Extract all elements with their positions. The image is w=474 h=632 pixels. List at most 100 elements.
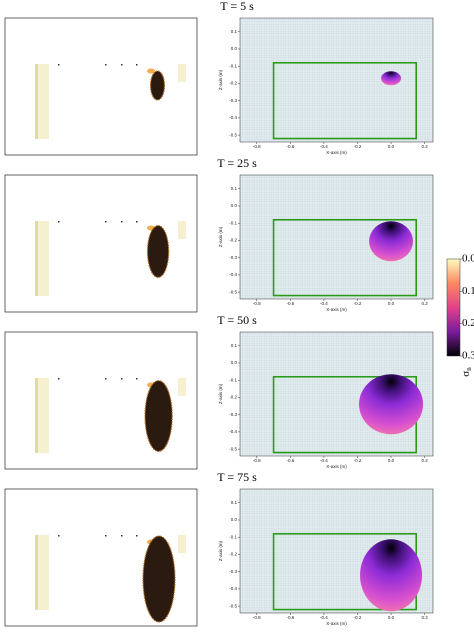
colorbar bbox=[446, 258, 461, 357]
photo-strip bbox=[35, 378, 49, 453]
y-tick-label: 0.0 bbox=[231, 203, 238, 208]
photo-back bbox=[178, 378, 186, 396]
photo-marker bbox=[58, 535, 60, 537]
y-tick-label: -0.1 bbox=[229, 63, 237, 68]
y-tick-label: -0.1 bbox=[229, 534, 237, 539]
x-tick-label: -0.4 bbox=[320, 144, 328, 149]
photo-strip-edge bbox=[35, 535, 38, 610]
photo-strip-edge bbox=[35, 378, 38, 453]
y-tick-label: -0.3 bbox=[229, 412, 237, 417]
x-tick-label: -0.8 bbox=[253, 458, 261, 463]
x-tick-label: 0.2 bbox=[421, 458, 428, 463]
y-axis-label: Z-axis (m) bbox=[218, 383, 223, 404]
x-tick-label: -0.2 bbox=[354, 458, 362, 463]
stress-zone bbox=[359, 374, 424, 435]
x-tick-label: -0.6 bbox=[286, 458, 294, 463]
domain-box bbox=[272, 218, 418, 297]
y-tick-label: -0.4 bbox=[229, 586, 237, 591]
y-tick-label: -0.4 bbox=[229, 272, 237, 277]
colorbar-tick-label: 0.3 bbox=[462, 350, 474, 362]
photo-marker bbox=[58, 378, 60, 380]
x-tick-label: -0.4 bbox=[320, 615, 328, 620]
photo-burn bbox=[147, 225, 169, 278]
y-tick-label: 0.1 bbox=[231, 500, 238, 505]
photo-burn-edge bbox=[144, 380, 173, 453]
y-tick-label: -0.1 bbox=[229, 220, 237, 225]
x-tick-label: -0.8 bbox=[253, 144, 261, 149]
photo-marker bbox=[105, 64, 107, 66]
x-tick-label: 0.0 bbox=[388, 301, 395, 306]
y-tick-label: 0.0 bbox=[231, 517, 238, 522]
y-tick-label: 0.1 bbox=[231, 186, 238, 191]
photo-back bbox=[178, 221, 186, 239]
photo-frame bbox=[4, 17, 198, 156]
photo-strip bbox=[35, 64, 49, 139]
y-tick-label: -0.5 bbox=[229, 603, 237, 608]
photo bbox=[4, 174, 198, 313]
y-axis-label: Z-axis (m) bbox=[218, 226, 223, 247]
photo-marker bbox=[136, 535, 138, 537]
photo bbox=[4, 488, 198, 627]
photo-strip-edge bbox=[35, 221, 38, 296]
photo-marker bbox=[58, 64, 60, 66]
colorbar-tick-label: 0.1 bbox=[462, 285, 474, 297]
photo-marker bbox=[121, 535, 123, 537]
photo-burn bbox=[150, 71, 165, 100]
photo-marker bbox=[136, 221, 138, 223]
y-tick-label: -0.3 bbox=[229, 255, 237, 260]
y-axis-label: Z-axis (m) bbox=[218, 69, 223, 90]
x-tick-label: 0.2 bbox=[421, 144, 428, 149]
photo-marker bbox=[105, 378, 107, 380]
y-axis-label: Z-axis (m) bbox=[218, 540, 223, 561]
photo bbox=[4, 331, 198, 470]
y-tick-label: 0.0 bbox=[231, 46, 238, 51]
stress-zone bbox=[360, 539, 423, 612]
photo-burn-edge bbox=[142, 535, 176, 623]
x-tick-label: -0.8 bbox=[253, 615, 261, 620]
photo-burn bbox=[143, 536, 175, 622]
y-tick-label: -0.4 bbox=[229, 115, 237, 120]
colorbar-tick-label: 0.2 bbox=[462, 317, 474, 329]
y-tick-label: -0.2 bbox=[229, 238, 237, 243]
plot-area bbox=[239, 17, 434, 143]
y-tick-label: -0.5 bbox=[229, 446, 237, 451]
y-tick-label: 0.1 bbox=[231, 29, 238, 34]
colorbar-label: σn bbox=[460, 367, 473, 377]
y-tick-label: -0.4 bbox=[229, 429, 237, 434]
panel-title: T = 75 s bbox=[217, 470, 257, 484]
y-tick-label: -0.5 bbox=[229, 132, 237, 137]
photo-flame bbox=[147, 68, 155, 74]
photo-back bbox=[178, 64, 186, 82]
x-tick-label: 0.2 bbox=[421, 301, 428, 306]
photo-strip-edge bbox=[35, 64, 38, 139]
photo-marker bbox=[121, 221, 123, 223]
domain-box bbox=[272, 61, 418, 140]
x-tick-label: -0.6 bbox=[286, 615, 294, 620]
y-tick-label: -0.5 bbox=[229, 289, 237, 294]
photo-marker bbox=[136, 378, 138, 380]
x-tick-label: -0.6 bbox=[286, 301, 294, 306]
x-axis-label: X-axis (m) bbox=[326, 150, 347, 155]
y-tick-label: 0.0 bbox=[231, 360, 238, 365]
x-tick-label: 0.2 bbox=[421, 615, 428, 620]
panel-title: T = 50 s bbox=[217, 313, 257, 327]
x-axis-label: X-axis (m) bbox=[326, 307, 347, 312]
x-tick-label: 0.0 bbox=[388, 615, 395, 620]
photo-marker bbox=[136, 64, 138, 66]
x-axis-label: X-axis (m) bbox=[326, 464, 347, 469]
photo-burn-edge bbox=[149, 70, 166, 101]
stress-zone bbox=[381, 71, 402, 86]
photo bbox=[4, 17, 198, 156]
photo-marker bbox=[105, 535, 107, 537]
y-tick-label: -0.2 bbox=[229, 552, 237, 557]
x-tick-label: -0.4 bbox=[320, 458, 328, 463]
photo-marker bbox=[105, 221, 107, 223]
colorbar-label-symbol: σ bbox=[460, 371, 472, 377]
panel-title: T = 25 s bbox=[217, 156, 257, 170]
x-tick-label: -0.8 bbox=[253, 301, 261, 306]
x-tick-label: 0.0 bbox=[388, 458, 395, 463]
photo-marker bbox=[121, 378, 123, 380]
x-axis-label: X-axis (m) bbox=[326, 621, 347, 626]
x-tick-label: 0.0 bbox=[388, 144, 395, 149]
